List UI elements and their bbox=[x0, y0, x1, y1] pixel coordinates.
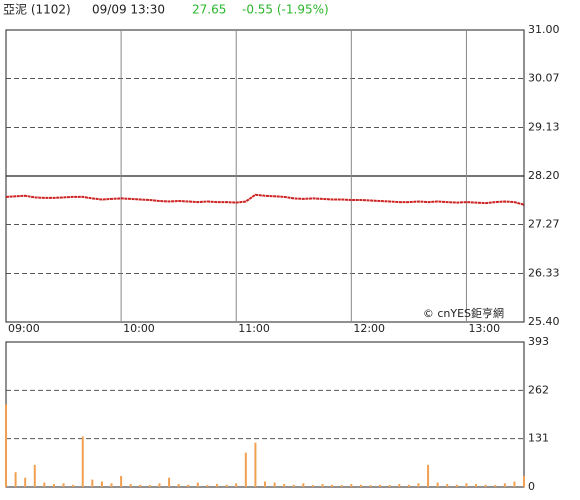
volume-bar bbox=[5, 404, 7, 487]
volume-bar bbox=[100, 481, 103, 487]
volume-bar bbox=[427, 464, 430, 487]
volume-bar bbox=[388, 485, 391, 487]
volume-bar bbox=[340, 485, 343, 487]
y-tick-label: 28.20 bbox=[528, 169, 560, 182]
volume-bar bbox=[273, 482, 276, 487]
volume-bar bbox=[177, 484, 180, 487]
volume-bar bbox=[369, 485, 372, 487]
volume-bar bbox=[283, 484, 286, 487]
volume-bar bbox=[321, 484, 324, 487]
price-line bbox=[5, 193, 525, 206]
volume-bar bbox=[436, 482, 439, 487]
volume-bar bbox=[129, 484, 132, 487]
watermark: © cnYES鉅亨網 bbox=[423, 306, 504, 320]
volume-bar bbox=[244, 452, 247, 487]
volume-bar bbox=[475, 484, 478, 487]
volume-bar bbox=[264, 481, 266, 487]
volume-bar bbox=[62, 483, 65, 487]
y-tick-label: 29.13 bbox=[528, 121, 560, 134]
quote-time: 09/09 13:30 bbox=[92, 3, 165, 17]
volume-bar bbox=[465, 483, 468, 487]
volume-bar bbox=[494, 485, 497, 487]
volume-bar bbox=[120, 475, 123, 487]
volume-bar bbox=[254, 442, 257, 487]
x-tick-label: 10:00 bbox=[123, 322, 155, 335]
volume-bar bbox=[168, 477, 171, 487]
volume-bar bbox=[158, 483, 161, 487]
volume-bar bbox=[379, 484, 382, 487]
volume-bar bbox=[33, 464, 36, 487]
volume-bar bbox=[81, 436, 84, 487]
volume-bar bbox=[302, 483, 305, 487]
volume-bar bbox=[311, 485, 314, 487]
volume-bar bbox=[24, 477, 27, 487]
stock-name: 亞泥 (1102) bbox=[3, 3, 71, 17]
y-tick-label: 131 bbox=[528, 432, 549, 445]
volume-bar bbox=[187, 484, 190, 487]
volume-bar bbox=[14, 472, 17, 487]
volume-bar bbox=[446, 484, 449, 487]
volume-bar bbox=[350, 484, 353, 487]
volume-bar bbox=[110, 483, 113, 487]
y-tick-label: 27.27 bbox=[528, 217, 560, 230]
y-tick-label: 30.07 bbox=[528, 71, 560, 84]
volume-bar bbox=[484, 484, 487, 487]
y-tick-label: 0 bbox=[528, 480, 535, 493]
volume-bar bbox=[225, 484, 228, 487]
plot-area bbox=[5, 341, 525, 488]
volume-bar bbox=[43, 482, 46, 487]
volume-bar bbox=[417, 483, 420, 487]
x-tick-label: 09:00 bbox=[8, 322, 40, 335]
volume-bar bbox=[52, 484, 55, 487]
volume-bar bbox=[455, 484, 458, 487]
volume-bar bbox=[216, 484, 219, 487]
volume-bar bbox=[503, 483, 506, 487]
change: -0.55 (-1.95%) bbox=[242, 3, 329, 17]
volume-bar bbox=[331, 484, 334, 487]
volume-bar bbox=[148, 485, 151, 487]
volume-bar bbox=[407, 484, 410, 487]
x-tick-label: 12:00 bbox=[353, 322, 385, 335]
y-tick-label: 26.33 bbox=[528, 267, 560, 280]
volume-bar bbox=[523, 475, 525, 487]
volume-bar bbox=[235, 483, 238, 487]
volume-bar bbox=[359, 484, 362, 487]
y-tick-label: 31.00 bbox=[528, 23, 560, 36]
x-tick-label: 11:00 bbox=[238, 322, 270, 335]
volume-bar bbox=[292, 484, 295, 487]
volume-bar bbox=[72, 484, 75, 487]
volume-bar bbox=[513, 481, 516, 487]
x-tick-label: 13:00 bbox=[468, 322, 500, 335]
y-tick-label: 393 bbox=[528, 335, 549, 348]
volume-bar bbox=[91, 479, 94, 487]
y-tick-label: 262 bbox=[528, 383, 549, 396]
volume-bar bbox=[398, 484, 401, 487]
y-tick-label: 25.40 bbox=[528, 315, 560, 328]
volume-bar bbox=[196, 482, 199, 487]
volume-bar bbox=[139, 484, 142, 487]
price: 27.65 bbox=[192, 3, 226, 17]
volume-bar bbox=[206, 485, 209, 487]
